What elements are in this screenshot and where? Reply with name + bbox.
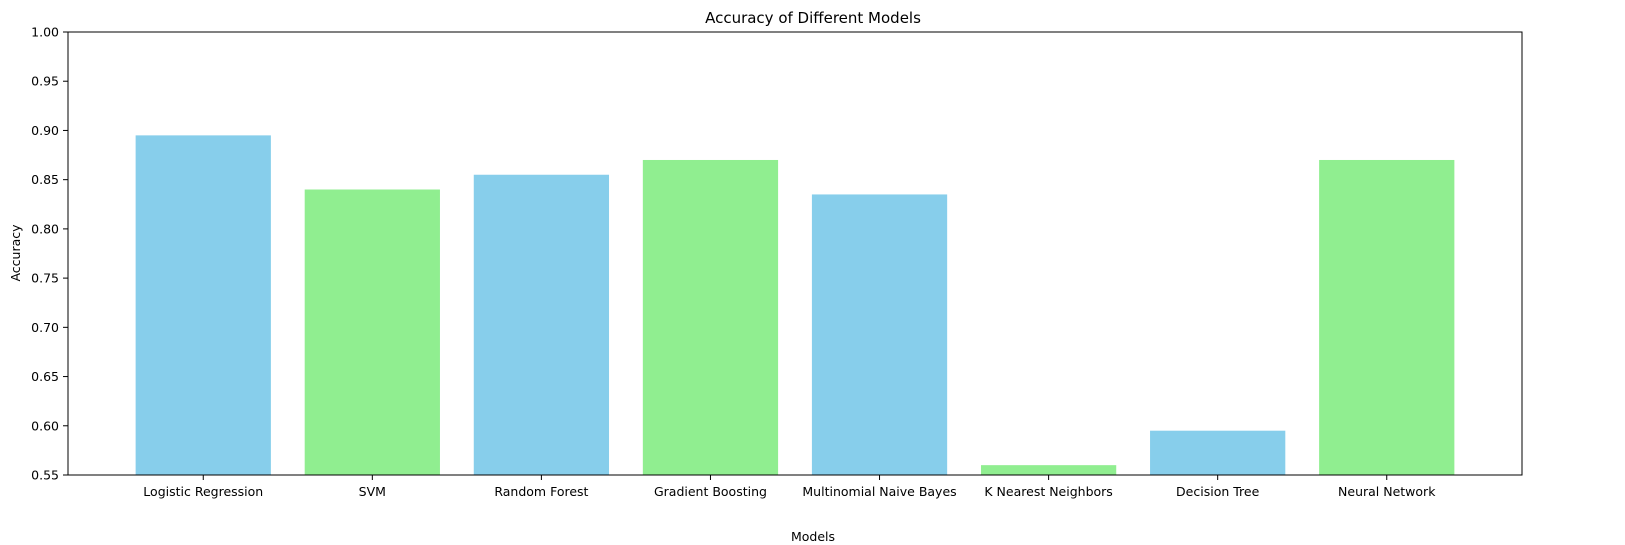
bars-group [135, 135, 1455, 475]
x-axis: Logistic Regression SVM Random Forest Gradi… [143, 475, 1436, 499]
x-tick-label: K Nearest Neighbors [984, 484, 1112, 499]
x-axis-title: Models [791, 529, 835, 544]
bar-gradient-boosting [642, 159, 779, 475]
bar-random-forest [473, 174, 610, 475]
bar-svm [304, 189, 440, 475]
x-tick-label: SVM [359, 484, 386, 499]
y-axis: 0.55 0.60 0.65 0.70 0.75 0.80 0.85 0.90 0.95 1.00 [31, 25, 68, 483]
y-tick-label: 0.70 [31, 320, 59, 335]
y-tick-label: 0.95 [31, 74, 59, 89]
x-tick-label: Multinomial Naive Bayes [802, 484, 956, 499]
y-axis-title: Accuracy [8, 224, 23, 282]
y-tick-label: 0.60 [31, 418, 59, 433]
chart-title: Accuracy of Different Models [705, 9, 921, 27]
x-tick-label: Decision Tree [1176, 484, 1260, 499]
bar-neural-network [1319, 159, 1455, 475]
y-tick-label: 0.80 [31, 221, 59, 236]
x-tick-label: Gradient Boosting [654, 484, 767, 499]
y-tick-label: 0.85 [31, 172, 59, 187]
x-tick-label: Neural Network [1338, 484, 1436, 499]
bar-logistic-regression [135, 135, 271, 475]
y-tick-label: 0.75 [31, 271, 59, 286]
y-tick-label: 0.90 [31, 123, 59, 138]
bar-k-nearest-neighbors [980, 465, 1117, 475]
bar-decision-tree [1150, 430, 1286, 475]
plot-frame [67, 31, 1523, 476]
bar-multinomial-naive-bayes [811, 194, 948, 475]
x-tick-label: Logistic Regression [143, 484, 263, 499]
y-tick-label: 0.65 [31, 369, 59, 384]
x-tick-label: Random Forest [494, 484, 588, 499]
y-tick-label: 0.55 [31, 468, 59, 483]
y-tick-label: 1.00 [31, 25, 59, 40]
